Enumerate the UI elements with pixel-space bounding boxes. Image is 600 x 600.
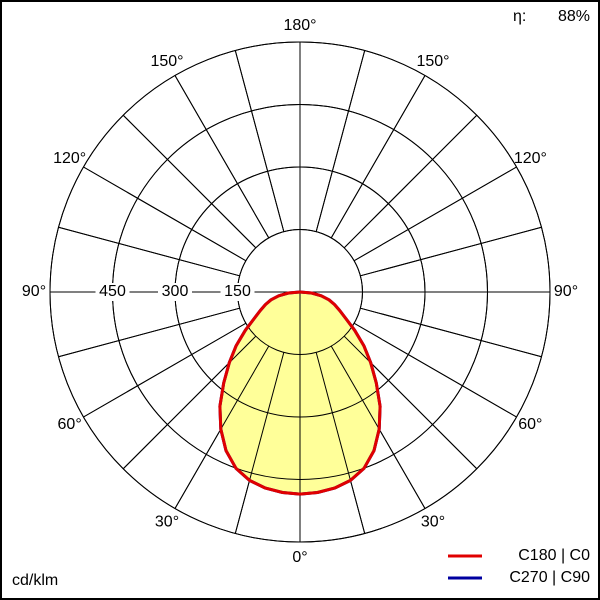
fill-area bbox=[219, 292, 300, 495]
spoke bbox=[234, 50, 285, 232]
angle-label: 120° bbox=[53, 150, 86, 167]
spoke bbox=[234, 352, 285, 534]
spoke bbox=[83, 166, 247, 262]
spoke bbox=[360, 307, 542, 358]
spoke bbox=[353, 166, 517, 262]
unit-label: cd/klm bbox=[12, 572, 58, 589]
spoke bbox=[315, 50, 366, 232]
efficiency-value: 88% bbox=[558, 8, 590, 25]
intensity-curve bbox=[299, 290, 382, 496]
tick-label-bg bbox=[220, 283, 255, 301]
spoke bbox=[343, 335, 478, 470]
spoke bbox=[174, 75, 270, 239]
angle-label: 30° bbox=[155, 514, 179, 531]
angle-label: 90° bbox=[554, 283, 578, 300]
angle-label: 90° bbox=[22, 283, 46, 300]
efficiency-label: η: bbox=[513, 8, 526, 25]
r-tick-label: 300 bbox=[162, 283, 189, 300]
angle-label: 180° bbox=[283, 17, 316, 34]
spoke bbox=[122, 335, 257, 470]
legend-label: C270 | C90 bbox=[509, 569, 590, 586]
angle-label: 150° bbox=[150, 53, 183, 70]
spoke bbox=[330, 75, 426, 239]
r-tick-label: 150 bbox=[224, 283, 251, 300]
labels: 0° 30° 30° 60° 60° 90° 90° 120° 120° 150° 150° 180°… bbox=[22, 17, 590, 586]
marks bbox=[49, 41, 551, 543]
intensity-curve bbox=[218, 290, 301, 496]
r-tick-label: 450 bbox=[99, 283, 126, 300]
angle-label: 60° bbox=[58, 416, 82, 433]
legend-label: C180 | C0 bbox=[518, 547, 590, 564]
spoke bbox=[58, 226, 240, 277]
tick-label-bg bbox=[158, 283, 192, 301]
spoke bbox=[315, 352, 366, 534]
spoke bbox=[360, 226, 542, 277]
spoke bbox=[83, 322, 247, 418]
spoke bbox=[58, 307, 240, 358]
fill-area bbox=[300, 292, 381, 495]
angle-label: 150° bbox=[416, 53, 449, 70]
angle-label: 60° bbox=[518, 416, 542, 433]
tick-label-bg bbox=[95, 283, 130, 301]
spoke bbox=[122, 114, 257, 249]
spoke bbox=[353, 322, 517, 418]
angle-label: 30° bbox=[421, 514, 445, 531]
angle-label: 0° bbox=[292, 549, 307, 566]
spoke bbox=[343, 114, 478, 249]
angle-label: 120° bbox=[514, 150, 547, 167]
